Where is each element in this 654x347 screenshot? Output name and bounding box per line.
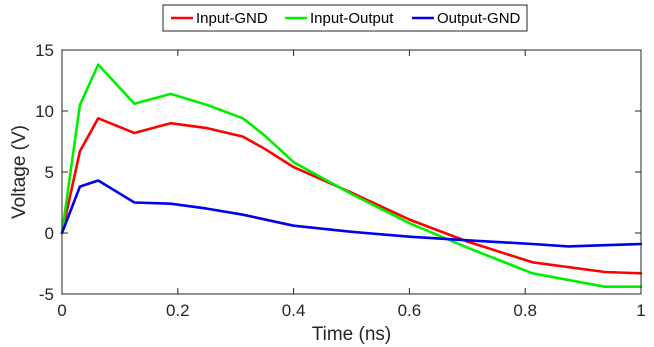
series-lines	[60, 63, 643, 289]
plot-area-border	[61, 49, 642, 295]
x-tick-label: 0	[57, 301, 66, 320]
y-tick-label: -5	[39, 285, 54, 304]
y-tick-label: 0	[45, 224, 54, 243]
series-line-output-gnd	[60, 179, 643, 248]
x-tick-label: 1	[636, 301, 645, 320]
series-line-input-gnd	[60, 117, 643, 275]
x-axis-title: Time (ns)	[312, 324, 392, 345]
x-tick-label: 0.2	[166, 301, 190, 320]
x-tick-label: 0.8	[513, 301, 537, 320]
series-line-input-output	[60, 63, 643, 289]
y-axis-title: Voltage (V)	[9, 125, 30, 219]
legend: Input-GND Input-Output Output-GND	[162, 4, 528, 32]
y-tick-label: 5	[45, 163, 54, 182]
legend-label-input-gnd: Input-GND	[196, 10, 268, 27]
x-tick-label: 0.4	[282, 301, 306, 320]
plot-frame	[61, 49, 642, 295]
legend-label-output-gnd: Output-GND	[437, 10, 521, 27]
y-tick-label: 10	[35, 102, 54, 121]
legend-label-input-output: Input-Output	[310, 10, 394, 27]
y-tick-label: 15	[35, 41, 54, 60]
legend-box	[162, 4, 528, 32]
x-tick-label: 0.6	[398, 301, 422, 320]
